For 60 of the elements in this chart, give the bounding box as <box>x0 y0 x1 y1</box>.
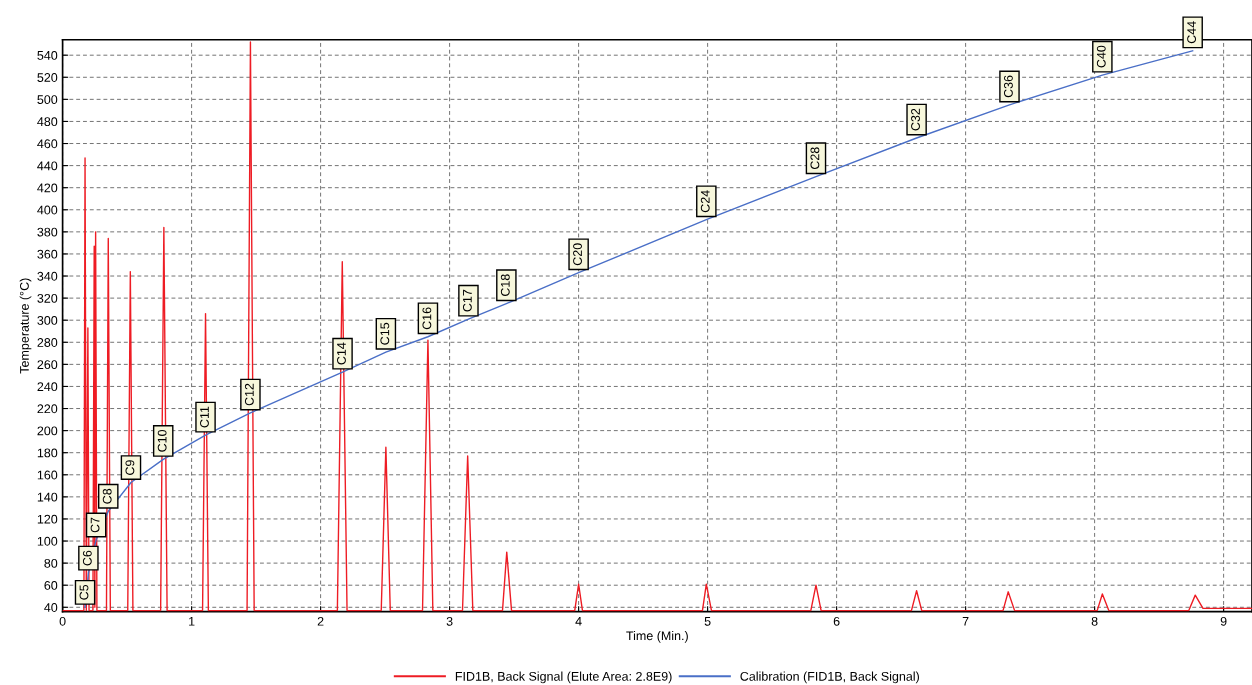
x-tick-label: 6 <box>833 616 840 626</box>
annotation: C12 <box>244 383 254 406</box>
annotation: C20 <box>573 243 582 266</box>
x-tick-label: 4 <box>575 617 582 626</box>
y-tick-label: 120 <box>37 514 58 524</box>
annotation: C32 <box>911 108 920 131</box>
x-tick-label: 1 <box>189 617 195 626</box>
x-tick-label: 5 <box>704 617 711 626</box>
y-tick-label: 260 <box>37 360 58 370</box>
annotation: C11 <box>200 406 209 428</box>
y-tick-label: 220 <box>37 404 58 414</box>
x-tick-label: 2 <box>317 616 324 626</box>
y-tick-label: 240 <box>37 382 58 392</box>
y-tick-label: 500 <box>37 95 58 105</box>
annotation: C24 <box>700 190 710 213</box>
y-tick-label: 320 <box>37 293 58 303</box>
annotation: C40 <box>1096 45 1106 68</box>
annotation: C5 <box>79 584 89 600</box>
annotation: C8 <box>102 488 112 504</box>
annotation: C7 <box>90 517 100 533</box>
y-tick-label: 180 <box>37 448 58 458</box>
y-tick-label: 360 <box>37 249 58 259</box>
y-tick-label: 540 <box>37 50 58 60</box>
x-tick-label: 9 <box>1220 616 1227 626</box>
y-tick-label: 80 <box>44 558 58 568</box>
annotation: C10 <box>157 429 167 452</box>
annotation: C15 <box>380 322 390 345</box>
y-tick-label: 40 <box>44 603 58 612</box>
y-tick-label: 300 <box>37 316 58 325</box>
y-tick-label: 100 <box>37 536 58 546</box>
y-tick-label: 340 <box>37 271 58 281</box>
y-axis-title: Temperature (°C) <box>19 278 32 374</box>
legend-label: FID1B, Back Signal (Elute Area: 2.8E9) <box>455 671 672 684</box>
y-tick-label: 420 <box>37 183 58 193</box>
y-tick-label: 280 <box>37 338 58 347</box>
annotation: C28 <box>810 147 820 170</box>
y-tick-label: 460 <box>37 139 58 149</box>
x-tick-label: 3 <box>446 616 453 626</box>
y-tick-label: 140 <box>37 492 58 502</box>
y-tick-label: 480 <box>37 117 58 127</box>
annotation: C18 <box>500 274 510 297</box>
x-tick-label: 8 <box>1091 616 1098 626</box>
x-tick-label: 0 <box>59 616 66 626</box>
y-tick-label: 160 <box>37 470 58 480</box>
annotation: C17 <box>462 289 472 312</box>
annotation: C9 <box>125 460 135 475</box>
annotation: C6 <box>82 550 92 566</box>
y-tick-label: 200 <box>37 426 58 436</box>
annotation: C16 <box>422 307 432 330</box>
y-tick-label: 380 <box>37 227 58 237</box>
annotation: C44 <box>1187 21 1197 44</box>
x-axis-title: Time (Min.) <box>626 631 688 643</box>
y-tick-label: 520 <box>37 73 58 82</box>
x-tick-label: 7 <box>962 617 969 626</box>
y-tick-label: 440 <box>37 161 58 171</box>
legend-label: Calibration (FID1B, Back Signal) <box>740 671 919 684</box>
y-tick-label: 400 <box>37 205 58 215</box>
annotation: C14 <box>337 342 346 365</box>
y-tick-label: 60 <box>44 581 58 590</box>
annotation: C36 <box>1003 75 1013 98</box>
